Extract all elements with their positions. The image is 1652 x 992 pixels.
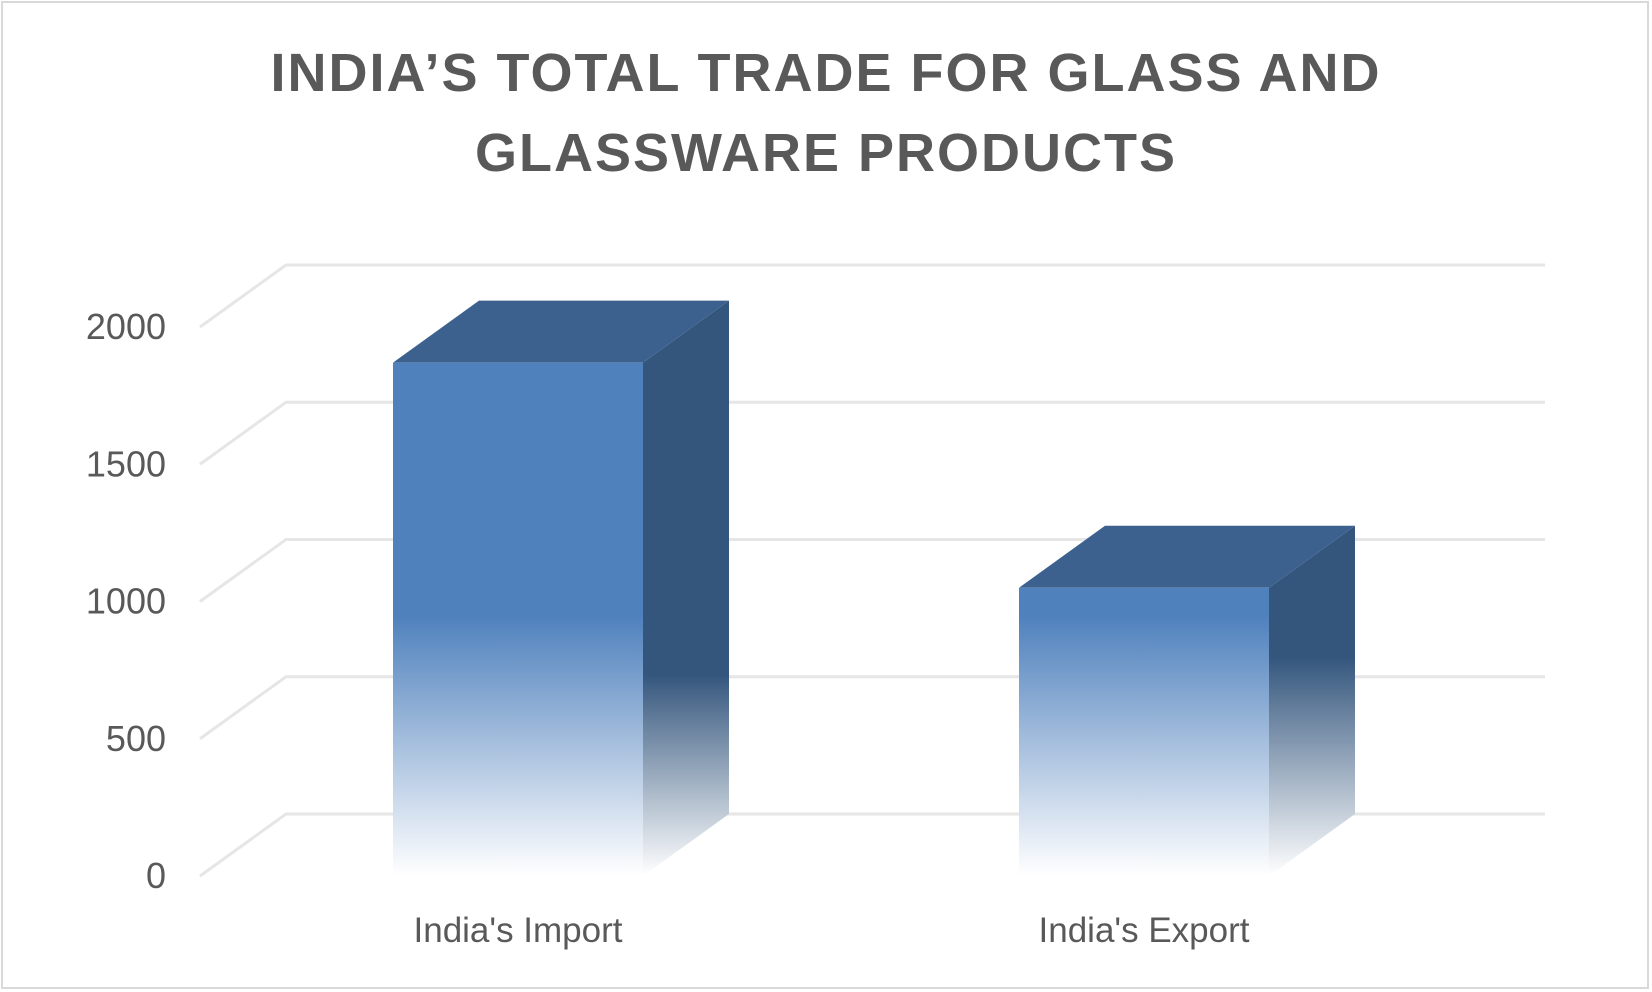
chart-title-line-2: GLASSWARE PRODUCTS [474,123,1178,183]
x-category-label: India's Export [1039,911,1250,950]
gridline [199,263,1545,329]
bar-top-face [1019,525,1355,588]
x-category-label: India's Import [414,911,623,950]
y-tick-label: 1000 [86,581,166,622]
y-tick-label: 500 [106,718,166,759]
bar-india-import [393,300,729,876]
bar-side-face [1269,525,1355,876]
y-tick-label: 2000 [86,306,166,347]
y-axis-tick-labels: 0 500 1000 1500 2000 [86,306,166,896]
bar-front-face [393,362,643,876]
bars [393,300,1355,876]
x-axis-category-labels: India's Import India's Export [414,911,1250,950]
y-tick-label: 0 [146,855,166,896]
bar-top-face [393,300,729,363]
gridline [199,400,1545,466]
bar-india-export [1019,525,1355,876]
chart-title-line-1: INDIA’S TOTAL TRADE FOR GLASS AND [270,43,1382,103]
bar-front-face [1019,587,1269,876]
y-tick-label: 1500 [86,443,166,484]
bar-side-face [643,300,729,876]
